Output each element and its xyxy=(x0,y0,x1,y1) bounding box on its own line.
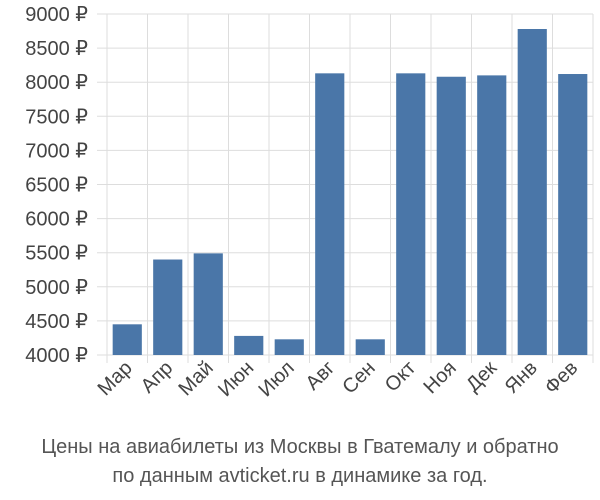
bar xyxy=(558,74,588,356)
bar xyxy=(355,339,385,355)
x-tick-label: Июн xyxy=(214,357,258,401)
y-tick-label: 7500 ₽ xyxy=(25,106,88,128)
x-tick-label: Окт xyxy=(381,357,420,396)
bar xyxy=(112,324,142,355)
y-tick-label: 8000 ₽ xyxy=(25,72,88,94)
chart-caption: Цены на авиабилеты из Москвы в Гватемалу… xyxy=(0,433,600,491)
x-tick-label: Авг xyxy=(302,357,340,395)
bars xyxy=(112,29,588,356)
bar xyxy=(315,73,345,356)
bar xyxy=(517,29,547,356)
bar xyxy=(153,259,183,355)
bar xyxy=(193,253,223,355)
caption-line-1: Цены на авиабилеты из Москвы в Гватемалу… xyxy=(41,436,559,458)
bar xyxy=(396,73,426,356)
y-tick-label: 5000 ₽ xyxy=(25,277,88,299)
y-tick-label: 4000 ₽ xyxy=(25,345,88,367)
bar-chart: 4000 ₽ 4500 ₽ 5000 ₽ 5500 ₽ 6000 ₽ 6500 ₽ 7000… xyxy=(25,4,594,401)
bar xyxy=(436,76,466,355)
y-tick-label: 9000 ₽ xyxy=(25,4,88,26)
y-tick-label: 6000 ₽ xyxy=(25,209,88,231)
y-tick-label: 5500 ₽ xyxy=(25,243,88,265)
bar xyxy=(274,339,304,355)
bar xyxy=(477,75,507,355)
x-tick-label: Дек xyxy=(462,357,501,396)
x-tick-label: Фев xyxy=(541,357,583,399)
x-tick-label: Сен xyxy=(338,357,379,398)
x-tick-label: Янв xyxy=(501,357,542,398)
x-tick-label: Мар xyxy=(94,357,137,400)
y-tick-label: 7000 ₽ xyxy=(25,140,88,162)
x-tick-label: Апр xyxy=(137,357,178,398)
x-tick-label: Ноя xyxy=(419,357,460,398)
y-axis-ticks: 4000 ₽ 4500 ₽ 5000 ₽ 5500 ₽ 6000 ₽ 6500 ₽ 7000… xyxy=(25,4,88,367)
x-tick-label: Май xyxy=(175,357,218,400)
y-tick-label: 8500 ₽ xyxy=(25,38,88,60)
bar xyxy=(234,335,264,355)
y-tick-label: 4500 ₽ xyxy=(25,311,88,333)
x-tick-label: Июл xyxy=(255,357,299,401)
grid-lines xyxy=(97,13,594,363)
caption-line-2: по данным avticket.ru в динамике за год. xyxy=(112,465,488,487)
y-tick-label: 6500 ₽ xyxy=(25,175,88,197)
